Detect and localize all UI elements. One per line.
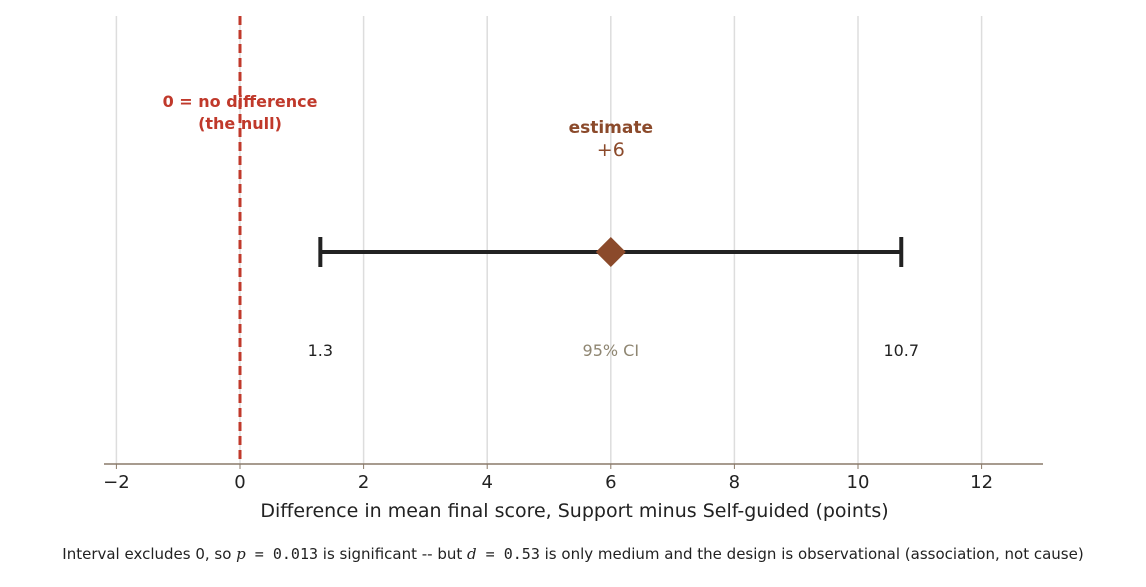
x-tick-label: −2 <box>103 472 130 493</box>
null-label-line2: (the null) <box>198 114 282 133</box>
x-tick-label: 10 <box>847 472 870 493</box>
caption-d-symbol: d <box>467 545 477 563</box>
x-tick-label: 4 <box>481 472 492 493</box>
caption-text-3: is only medium and the design is observa… <box>539 545 1084 563</box>
grid-lines <box>115 16 983 464</box>
estimate-diamond-marker <box>595 237 626 267</box>
estimate-title: estimate <box>569 118 653 138</box>
ci-lower-bound-label: 1.3 <box>308 341 333 360</box>
ci-upper-bound-label: 10.7 <box>883 341 919 360</box>
caption-text-2: is significant -- but <box>318 545 468 563</box>
x-axis-title: Difference in mean final score, Support … <box>260 500 888 522</box>
ci-label: 95% CI <box>583 341 640 360</box>
forest-plot: −2 0 2 4 6 8 10 12 0 = no difference (the null)… <box>103 16 1043 522</box>
null-label-line1: 0 = no difference <box>163 92 318 111</box>
x-tick-label: 12 <box>970 472 993 493</box>
x-tick-label: 8 <box>729 472 740 493</box>
caption-text-1: Interval excludes 0, so <box>62 545 237 563</box>
x-axis-ticks: −2 0 2 4 6 8 10 12 <box>103 464 993 493</box>
x-tick-label: 6 <box>605 472 616 493</box>
estimate-value-label: +6 <box>597 139 625 161</box>
caption-p-symbol: p <box>236 545 246 563</box>
x-tick-label: 0 <box>234 472 245 493</box>
caption: Interval excludes 0, so p = 0.013 is sig… <box>0 545 1146 563</box>
x-tick-label: 2 <box>358 472 369 493</box>
caption-d-value: = 0.53 <box>476 545 540 563</box>
caption-p-value: = 0.013 <box>245 545 319 563</box>
